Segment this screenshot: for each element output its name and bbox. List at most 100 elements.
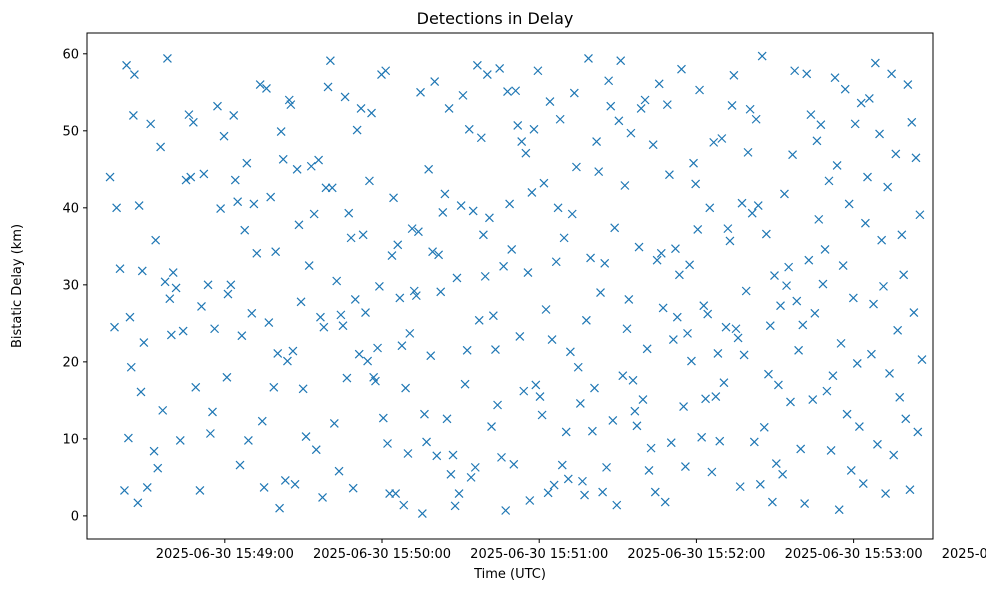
data-point — [235, 460, 245, 470]
data-point — [269, 382, 279, 392]
data-point — [257, 416, 267, 426]
data-point — [432, 451, 442, 461]
data-point — [788, 150, 797, 160]
data-point — [824, 176, 834, 186]
data-point — [685, 260, 695, 270]
data-point — [290, 479, 300, 489]
data-point — [773, 380, 783, 390]
data-point — [870, 58, 880, 68]
data-point — [660, 497, 670, 507]
data-point — [321, 183, 331, 193]
data-point — [284, 95, 294, 105]
data-point — [249, 199, 259, 209]
data-point — [403, 449, 413, 458]
data-point — [120, 486, 129, 495]
data-point — [110, 322, 119, 332]
data-point — [709, 137, 719, 147]
data-point — [713, 348, 723, 358]
data-point — [557, 460, 567, 470]
data-point — [767, 497, 777, 507]
data-point — [515, 332, 525, 341]
data-point — [420, 409, 429, 419]
data-point — [316, 312, 325, 322]
data-point — [875, 129, 884, 139]
data-point — [309, 209, 319, 219]
data-point — [573, 362, 583, 372]
data-point — [146, 119, 156, 129]
data-point — [796, 444, 806, 454]
data-point — [618, 371, 628, 381]
data-point — [543, 488, 553, 498]
data-point — [860, 218, 870, 228]
data-point — [782, 281, 791, 291]
data-point — [356, 104, 366, 113]
data-point — [620, 181, 630, 190]
data-point — [233, 197, 243, 207]
data-point — [296, 297, 306, 307]
data-point — [549, 480, 559, 490]
data-point — [393, 240, 403, 250]
data-point — [323, 82, 333, 92]
data-point — [237, 331, 247, 341]
data-point — [474, 315, 484, 325]
data-point — [840, 84, 850, 94]
data-point — [555, 114, 565, 124]
data-point — [668, 335, 678, 344]
data-point — [168, 268, 178, 277]
data-point — [778, 469, 788, 479]
data-point — [571, 162, 581, 172]
data-point — [278, 154, 288, 164]
data-point — [907, 117, 917, 127]
data-point — [883, 182, 893, 192]
data-point — [367, 108, 376, 118]
data-point — [836, 338, 846, 348]
data-point — [889, 450, 899, 460]
data-point — [509, 459, 519, 469]
data-point — [634, 242, 644, 252]
data-point — [594, 167, 604, 177]
data-point — [495, 64, 505, 73]
data-point — [800, 499, 810, 508]
data-point — [205, 429, 215, 438]
data-point — [885, 368, 894, 378]
data-point — [304, 261, 314, 271]
data-point — [160, 277, 170, 287]
data-point — [790, 66, 800, 76]
data-point — [535, 392, 545, 401]
data-point — [719, 378, 729, 388]
data-point — [584, 53, 593, 63]
data-point — [705, 203, 715, 213]
data-point — [559, 233, 569, 243]
data-point — [806, 110, 816, 120]
data-point — [842, 409, 852, 419]
data-point — [319, 322, 329, 332]
data-point — [354, 349, 364, 359]
data-point — [723, 224, 733, 234]
data-point — [630, 406, 640, 416]
data-point — [125, 312, 135, 322]
data-point — [794, 345, 804, 355]
data-point — [166, 330, 176, 340]
x-tick-label: 2025-06-30 15:54:00 — [942, 547, 986, 562]
data-point — [810, 308, 820, 318]
data-point — [485, 213, 494, 223]
data-point — [493, 400, 502, 410]
data-point — [616, 56, 626, 66]
data-point — [541, 305, 551, 314]
data-points — [105, 51, 927, 519]
data-point — [342, 373, 352, 383]
data-point — [695, 85, 704, 95]
data-point — [128, 110, 138, 120]
data-point — [711, 392, 721, 401]
data-point — [612, 500, 622, 510]
data-point — [240, 225, 250, 235]
data-point — [642, 344, 652, 354]
data-point — [565, 347, 575, 357]
data-point — [832, 161, 842, 170]
data-point — [210, 324, 220, 334]
data-point — [195, 486, 205, 495]
data-point — [808, 395, 818, 405]
data-point — [604, 76, 614, 86]
data-point — [850, 119, 860, 129]
data-point — [350, 295, 360, 304]
